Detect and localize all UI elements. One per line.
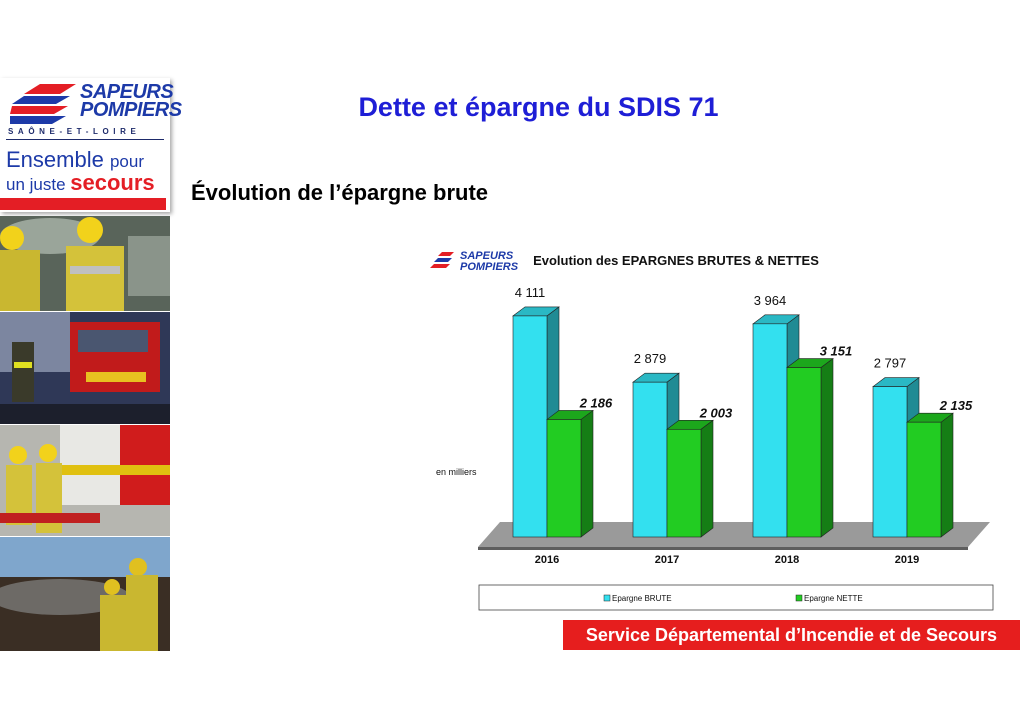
slogan-line-1: Ensemble pour	[6, 148, 144, 174]
slide-subtitle: Évolution de l’épargne brute	[191, 180, 489, 205]
value-label-brute-2017: 2 879	[634, 351, 667, 366]
fire-truck-photo	[0, 312, 170, 424]
bar-brute-2017	[632, 372, 680, 538]
legend-label-brute: Epargne BRUTE	[612, 594, 672, 603]
value-label-nette-2016: 2 186	[579, 395, 613, 410]
logo-divider	[6, 139, 164, 140]
value-label-nette-2018: 3 151	[820, 344, 853, 359]
chart-legend: Epargne BRUTE Epargne NETTE	[478, 584, 994, 611]
legend-swatch-brute	[603, 594, 611, 602]
value-label-nette-2019: 2 135	[939, 398, 973, 413]
logo-word-sapeurs: SAPEURS	[80, 81, 174, 103]
value-label-brute-2016: 4 111	[515, 285, 546, 300]
slide-title: Dette et épargne du SDIS 71	[358, 92, 719, 122]
x-tick-labels: 2016 2017 2018 2019	[535, 554, 919, 566]
legend-swatch-nette	[795, 594, 803, 602]
chart-logo-word-2: POMPIERS	[460, 261, 519, 273]
bar-nette-2018	[786, 357, 834, 538]
logo-region: SAÔNE-ET-LOIRE	[8, 127, 141, 136]
sdis-logo: SAPEURS POMPIERS SAÔNE-ET-LOIRE Ensemble…	[0, 78, 182, 212]
chart-floor	[478, 522, 990, 550]
firefighters-rescue-photo	[0, 216, 170, 311]
logo-red-bar	[0, 198, 166, 210]
bar-nette-2016	[546, 409, 594, 538]
footer-banner: Service Départemental d’Incendie et de S…	[563, 620, 1020, 650]
chart-logo: SAPEURS POMPIERS	[430, 250, 519, 273]
legend-box	[478, 584, 994, 611]
value-label-brute-2018: 3 964	[754, 293, 787, 308]
legend-label-nette: Epargne NETTE	[804, 594, 863, 603]
value-label-brute-2019: 2 797	[874, 356, 907, 371]
chart-floor-top	[478, 522, 990, 547]
slogan-pour: pour	[109, 152, 144, 171]
slogan-secours: secours	[70, 170, 155, 195]
sidebar: SAPEURS POMPIERS SAÔNE-ET-LOIRE Ensemble…	[0, 78, 182, 651]
x-tick-2016: 2016	[535, 554, 559, 566]
bar-nette-2017	[666, 419, 714, 538]
ambulance-photo	[0, 425, 170, 536]
value-label-nette-2017: 2 003	[699, 405, 733, 420]
slogan-un-juste: un juste	[6, 175, 66, 194]
flag-stripes-icon	[10, 84, 76, 124]
x-tick-2019: 2019	[895, 554, 919, 566]
chart-floor-edge	[478, 547, 968, 550]
wildfire-photo	[0, 537, 170, 651]
chart-bars: 4 111 2 186 2 879 2 003 3 964 3 151 2 797 2 135	[512, 285, 973, 538]
chart-title: Evolution des EPARGNES BRUTES & NETTES	[533, 253, 819, 268]
slogan-line-2: un juste secours	[6, 172, 155, 196]
x-tick-2017: 2017	[655, 554, 679, 566]
x-tick-2018: 2018	[775, 554, 799, 566]
logo-word-pompiers: POMPIERS	[80, 99, 182, 121]
y-axis-label: en milliers	[436, 467, 477, 477]
slogan-ensemble: Ensemble	[6, 147, 104, 172]
savings-chart: SAPEURS POMPIERS Evolution des EPARGNES …	[430, 250, 994, 611]
bar-nette-2019	[906, 412, 954, 538]
chart-logo-word-1: SAPEURS	[460, 250, 514, 262]
